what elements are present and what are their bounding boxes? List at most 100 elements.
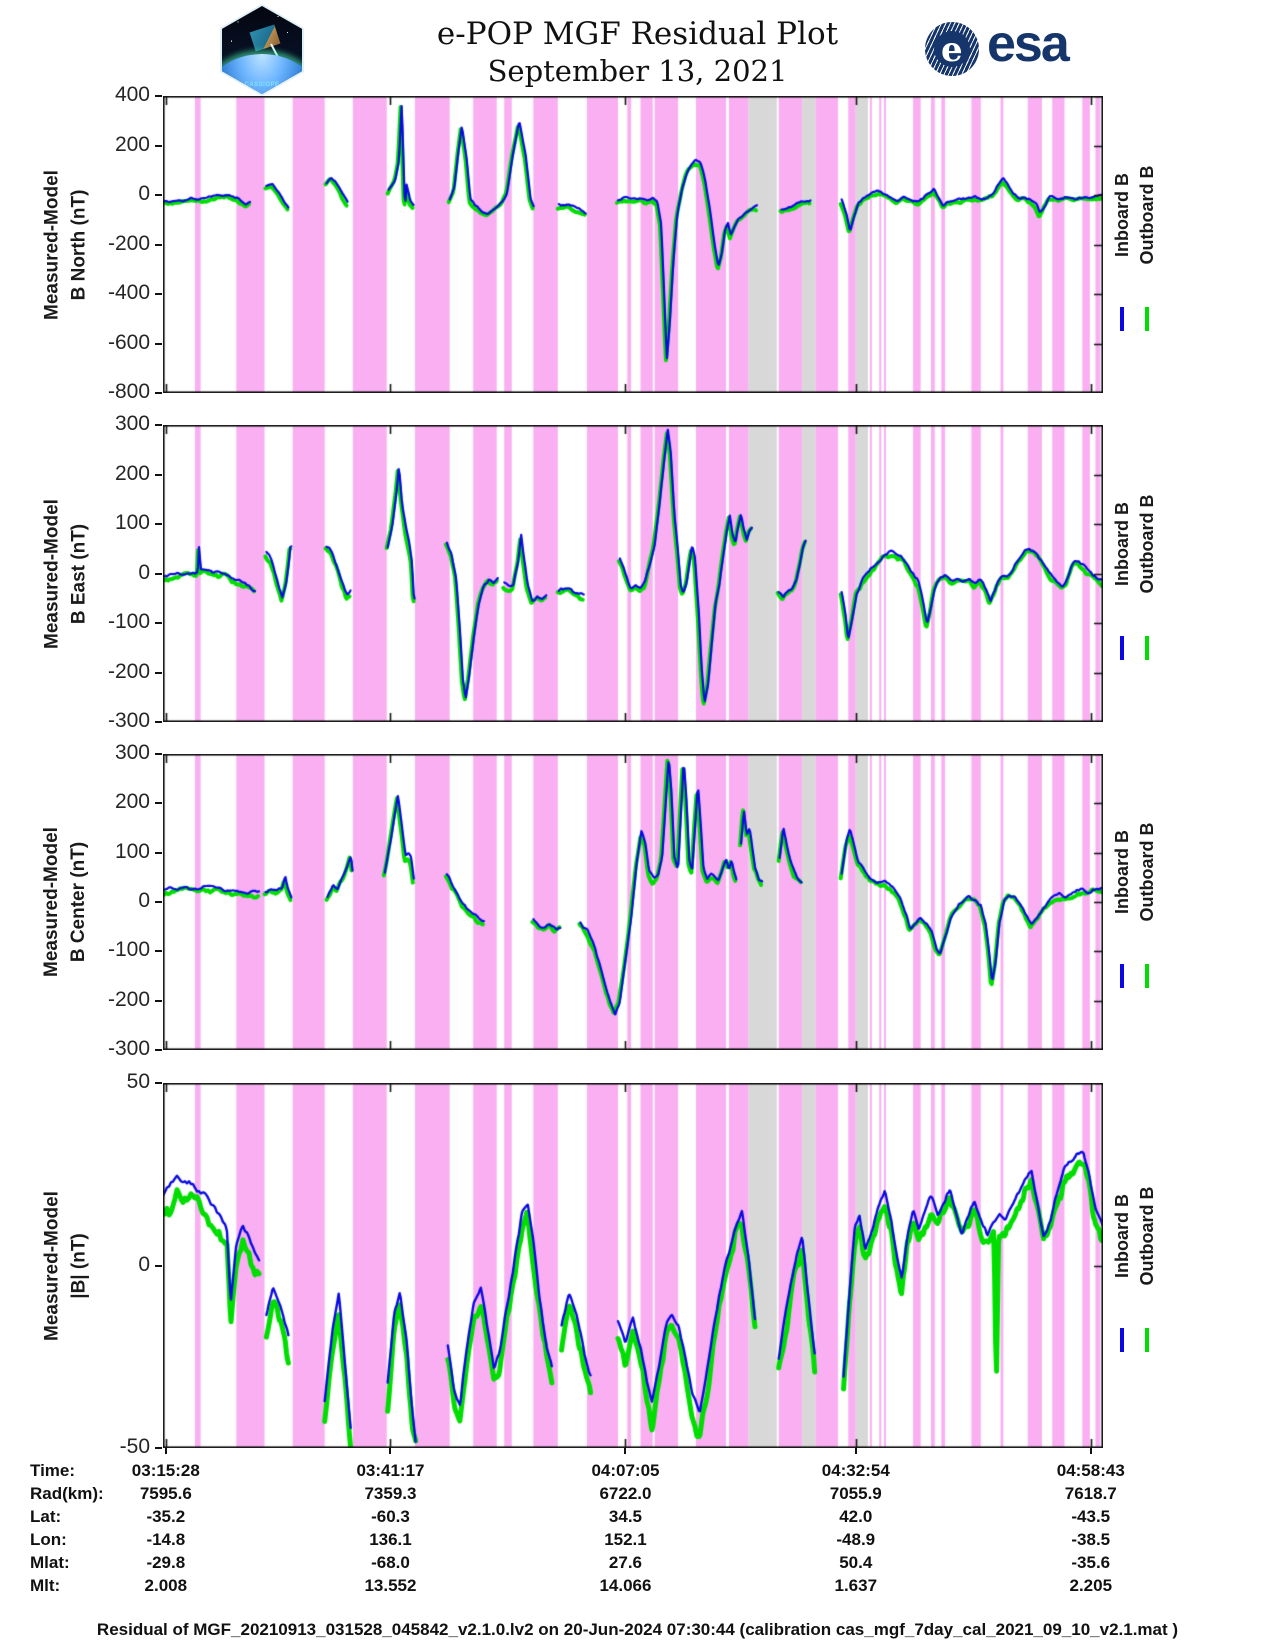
y-tick-label: -200 [107, 659, 150, 683]
y-tick-label: -50 [119, 1435, 150, 1458]
info-value: -35.2 [146, 1507, 186, 1526]
legend-outboard-label: Outboard B [1137, 822, 1157, 922]
legend-outboard-swatch [1145, 1327, 1149, 1352]
y-tick-mark [155, 392, 162, 394]
y-tick-label: 50 [126, 1070, 150, 1093]
info-value: -68.0 [371, 1553, 410, 1572]
y-tick-mark [155, 342, 162, 345]
y-tick-label: -300 [107, 1037, 150, 1060]
x-tick-mark [164, 1448, 167, 1454]
esa-wordmark: esa [987, 15, 1070, 73]
info-value: 7359.3 [364, 1484, 417, 1503]
info-value: 2.008 [144, 1576, 188, 1595]
info-value: 7595.6 [139, 1484, 192, 1503]
info-value: 04:32:54 [821, 1461, 890, 1480]
info-value: 42.0 [839, 1507, 873, 1526]
axis-label-line1: Measured-Model [41, 1190, 62, 1341]
y-tick-mark [155, 144, 162, 147]
info-row-label-time: Time: [30, 1461, 76, 1480]
y-tick-mark [155, 194, 162, 196]
axis-label-line2: B East (nT) [68, 523, 89, 624]
panel-canvas-b-north-nt- [163, 96, 1103, 393]
y-tick-mark [155, 901, 162, 903]
y-tick-label: -200 [107, 231, 150, 255]
info-row-label-radkm: Rad(km): [30, 1484, 104, 1503]
x-tick-mark [1089, 1448, 1092, 1454]
y-tick-mark [155, 1082, 162, 1084]
y-tick-mark [155, 1049, 162, 1051]
cassiope-mission-patch-logo: CASSIOPE [220, 4, 304, 96]
legend-inboard-swatch [1120, 964, 1124, 988]
info-row-label-lat: Lat: [30, 1507, 62, 1526]
legend-inboard-label: Inboard B [1112, 830, 1132, 914]
x-tick-mark [854, 1448, 857, 1454]
y-tick-mark [155, 572, 162, 575]
axis-label-line2: B North (nT) [68, 189, 89, 300]
info-value: -48.9 [836, 1530, 876, 1549]
y-tick-label: 0 [138, 560, 150, 584]
y-tick-label: -100 [107, 610, 150, 633]
y-tick-mark [155, 721, 162, 723]
legend-outboard-swatch [1145, 964, 1149, 988]
y-tick-label: -200 [107, 987, 150, 1011]
y-tick-mark [155, 950, 162, 953]
y-tick-mark [155, 851, 162, 854]
y-tick-label: 100 [114, 839, 150, 863]
y-tick-mark [155, 473, 162, 476]
y-tick-label: 300 [114, 412, 150, 435]
info-value: 7618.7 [1064, 1484, 1117, 1503]
panel-canvas--b-nt- [163, 1083, 1103, 1448]
info-row-label-lon: Lon: [30, 1530, 67, 1549]
info-value: 03:15:28 [131, 1461, 200, 1480]
info-row-label-mlt: Mlt: [30, 1576, 61, 1595]
axis-label-line1: Measured-Model [41, 169, 62, 320]
page-subtitle: September 13, 2021 [487, 54, 788, 88]
y-tick-mark [155, 622, 162, 624]
y-tick-mark [155, 243, 162, 246]
y-tick-label: 400 [114, 83, 150, 106]
axis-label-line2: B Center (nT) [68, 841, 89, 963]
info-value: 7055.9 [829, 1484, 882, 1503]
info-value: -43.5 [1071, 1507, 1111, 1526]
esa-e-glyph: e [941, 30, 963, 70]
info-value: 27.6 [608, 1553, 643, 1572]
y-tick-label: 200 [114, 132, 150, 156]
info-row-label-mlat: Mlat: [30, 1553, 70, 1572]
legend-inboard-swatch [1120, 1327, 1124, 1352]
info-value: -60.3 [371, 1507, 410, 1526]
legend-inboard-label: Inboard B [1112, 1193, 1132, 1278]
info-value: -14.8 [146, 1530, 186, 1549]
y-tick-label: 300 [114, 741, 150, 764]
info-value: 1.637 [834, 1576, 878, 1595]
y-tick-label: -800 [107, 380, 150, 403]
y-tick-mark [155, 523, 162, 525]
axis-label-line2: |B| (nT) [68, 1232, 89, 1299]
axis-label-line1: Measured-Model [41, 827, 62, 977]
legend-inboard-label: Inboard B [1112, 501, 1132, 586]
panel-canvas-b-east-nt- [163, 425, 1103, 722]
legend-inboard-label: Inboard B [1112, 172, 1132, 257]
legend-inboard-swatch [1120, 635, 1124, 660]
y-tick-mark [155, 1447, 162, 1449]
info-value: 152.1 [604, 1530, 647, 1549]
y-tick-label: 0 [138, 182, 150, 205]
y-tick-mark [155, 95, 162, 97]
y-tick-label: 0 [138, 1252, 150, 1276]
esa-globe-inner [934, 31, 970, 67]
info-value: 13.552 [364, 1576, 417, 1595]
y-tick-mark [155, 1264, 162, 1267]
info-value: 04:07:05 [591, 1461, 660, 1480]
info-value: 03:41:17 [356, 1461, 425, 1480]
y-tick-label: 100 [114, 511, 150, 534]
page-title: e-POP MGF Residual Plot [436, 16, 839, 52]
info-value: 04:58:43 [1056, 1461, 1125, 1480]
info-value: 6722.0 [599, 1484, 652, 1503]
footer-note: Residual of MGF_20210913_031528_045842_v… [96, 1620, 1179, 1639]
x-tick-mark [624, 1448, 627, 1454]
y-tick-label: -400 [107, 281, 150, 304]
y-tick-mark [155, 424, 162, 426]
y-tick-label: 0 [138, 889, 150, 912]
y-tick-label: 200 [114, 790, 150, 814]
y-tick-mark [155, 999, 162, 1002]
